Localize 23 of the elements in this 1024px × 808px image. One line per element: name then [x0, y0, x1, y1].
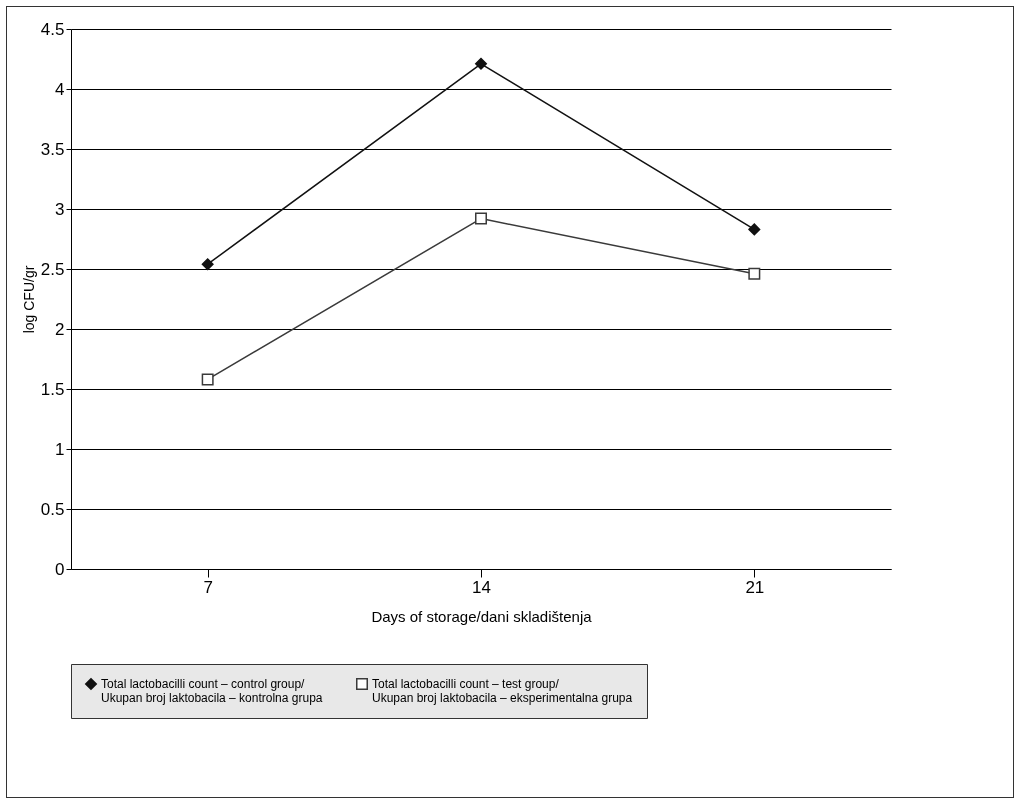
point: [748, 223, 761, 236]
y-tick-label: 2: [55, 319, 65, 339]
y-tick-label: 4: [55, 79, 65, 99]
point: [748, 267, 761, 280]
x-axis-title: Days of storage/dani skladištenja: [371, 607, 593, 625]
y-tick-label: 4.5: [40, 19, 65, 39]
legend-label: Total lactobacilli count – control group/ Ukupan broj laktobacila – kontrolna grupa: [101, 677, 323, 705]
y-tick-label: 3: [55, 199, 65, 219]
x-tick-label: 21: [745, 577, 765, 597]
legend-label: Total lactobacilli count – test group/ Ukupan broj laktobacila – eksperimentalna grupa: [372, 677, 633, 705]
y-tick-label: 0: [55, 559, 65, 579]
point: [201, 373, 214, 386]
y-tick-label: 0.5: [40, 499, 65, 519]
y-tick-label: 2.5: [40, 259, 65, 279]
y-tick-label: 1: [55, 439, 65, 459]
point: [201, 258, 214, 271]
y-tick-label: 1.5: [40, 379, 65, 399]
y-tick-label: 3.5: [40, 139, 65, 159]
y-axis-title: log CFU/gr: [20, 265, 37, 334]
x-tick-label: 14: [472, 577, 491, 597]
x-tick-label: 7: [203, 577, 213, 597]
point: [475, 57, 487, 70]
point: [475, 212, 487, 225]
